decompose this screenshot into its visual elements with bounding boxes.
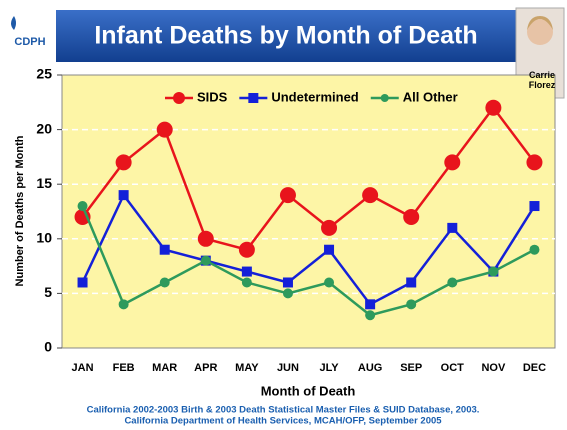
- y-tick-label: 15: [36, 175, 52, 191]
- series-line: [81, 192, 536, 306]
- y-tick-label: 10: [36, 230, 52, 246]
- y-tick-label: 0: [44, 339, 52, 355]
- legend-marker: [173, 92, 185, 104]
- logo-text: CDPH: [14, 36, 45, 48]
- point: [156, 121, 173, 138]
- x-tick-label: NOV: [481, 362, 506, 374]
- point: [77, 201, 88, 212]
- point: [118, 299, 129, 310]
- point: [241, 277, 252, 288]
- y-tick-label: 5: [44, 284, 52, 300]
- point: [279, 187, 296, 204]
- x-tick-label: SEP: [400, 362, 422, 374]
- logo-box: [4, 8, 56, 64]
- point: [282, 288, 293, 299]
- point: [529, 201, 540, 212]
- point: [159, 277, 170, 288]
- point: [321, 219, 338, 236]
- y-tick-label: 20: [36, 120, 52, 136]
- point: [77, 277, 88, 288]
- point: [444, 154, 461, 171]
- x-tick-label: OCT: [441, 362, 465, 374]
- source-line: California 2002-2003 Birth & 2003 Death …: [87, 405, 480, 416]
- point: [447, 222, 458, 233]
- point: [362, 187, 379, 204]
- logo-icon: [11, 16, 16, 30]
- point: [485, 99, 502, 116]
- y-axis-label: Number of Deaths per Month: [14, 135, 26, 286]
- point: [365, 310, 376, 321]
- x-tick-label: JUN: [277, 362, 299, 374]
- y-tick-label: 25: [36, 66, 52, 82]
- x-tick-label: MAR: [152, 362, 177, 374]
- point: [406, 277, 417, 288]
- point: [406, 299, 417, 310]
- point: [488, 266, 499, 277]
- x-tick-label: FEB: [113, 362, 135, 374]
- x-tick-label: APR: [194, 362, 217, 374]
- x-axis-label: Month of Death: [261, 383, 356, 398]
- point: [324, 277, 335, 288]
- legend-label: Undetermined: [271, 89, 358, 104]
- photo-caption: Carrie Florez: [528, 70, 556, 90]
- point: [238, 241, 255, 258]
- point: [365, 299, 376, 310]
- series-line: [81, 105, 536, 252]
- series-line: [81, 205, 536, 317]
- point: [200, 255, 211, 266]
- point: [529, 244, 540, 255]
- point: [282, 277, 293, 288]
- title-bar: [56, 10, 516, 62]
- point: [197, 230, 214, 247]
- x-tick-label: JAN: [72, 362, 94, 374]
- point: [241, 266, 252, 277]
- point: [324, 244, 335, 255]
- point: [526, 154, 543, 171]
- photo-hair: [527, 16, 553, 30]
- legend-label: SIDS: [197, 89, 228, 104]
- legend-marker: [248, 93, 259, 103]
- legend-marker: [380, 94, 389, 102]
- x-tick-label: DEC: [523, 362, 546, 374]
- x-tick-label: JLY: [319, 362, 339, 374]
- point: [115, 154, 132, 171]
- x-tick-label: MAY: [235, 362, 259, 374]
- x-tick-label: AUG: [358, 362, 382, 374]
- point: [447, 277, 458, 288]
- chart-title: Infant Deaths by Month of Death: [94, 22, 477, 50]
- point: [118, 190, 129, 201]
- point: [403, 208, 420, 225]
- source-line: California Department of Health Services…: [124, 416, 442, 427]
- point: [159, 244, 170, 255]
- legend-label: All Other: [403, 89, 458, 104]
- photo-face: [527, 19, 553, 45]
